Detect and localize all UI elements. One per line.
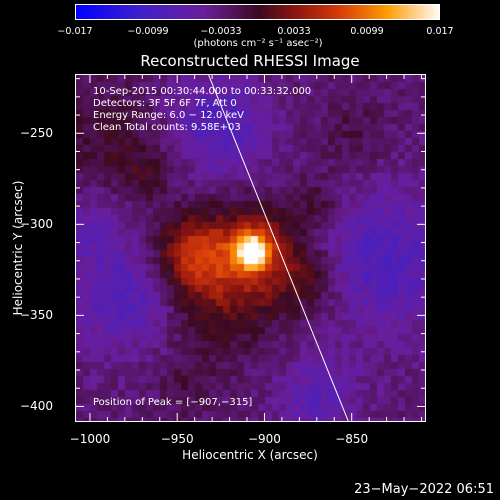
x-tick-label: −900 xyxy=(247,432,281,446)
y-tick-label: −250 xyxy=(20,126,53,141)
x-tick-label: −1000 xyxy=(69,432,111,446)
info-clean-counts: Clean Total counts: 9.58E+03 xyxy=(93,122,241,133)
colorbar-tick-label: 0.0099 xyxy=(350,26,384,37)
solar-limb-line xyxy=(208,75,349,421)
info-detectors: Detectors: 3F 5F 6F 7F, Att 0 xyxy=(93,98,237,109)
info-time-range: 10-Sep-2015 00:30:44.000 to 00:33:32.000 xyxy=(93,86,312,97)
colorbar-tick-label: −0.0099 xyxy=(127,26,169,37)
colorbar-tick-label: 0.017 xyxy=(426,26,454,37)
colorbar xyxy=(75,4,440,20)
plot-overlay xyxy=(76,75,425,421)
info-energy-range: Energy Range: 6.0 − 12.0 keV xyxy=(93,110,244,121)
peak-position-label: Position of Peak = [−907,−315] xyxy=(93,397,253,408)
chart-title: Reconstructed RHESSI Image xyxy=(140,52,360,70)
plot-area xyxy=(75,74,426,422)
y-tick-label: −300 xyxy=(20,217,53,232)
x-axis-label: Heliocentric X (arcsec) xyxy=(182,448,318,462)
y-tick-label: −400 xyxy=(20,399,53,414)
x-tick-label: −950 xyxy=(160,432,194,446)
colorbar-units: (photons cm⁻² s⁻¹ asec⁻²) xyxy=(193,38,323,49)
heatmap-image xyxy=(76,75,425,421)
colorbar-tick-label: 0.0033 xyxy=(277,26,311,37)
colorbar-tick-label: −0.017 xyxy=(57,26,93,37)
x-tick-label: −850 xyxy=(335,432,369,446)
colorbar-tick-label: −0.0033 xyxy=(200,26,242,37)
y-axis-label: Heliocentric Y (arcsec) xyxy=(11,180,25,316)
timestamp: 23−May−2022 06:51 xyxy=(354,482,494,497)
y-tick-label: −350 xyxy=(20,308,53,323)
